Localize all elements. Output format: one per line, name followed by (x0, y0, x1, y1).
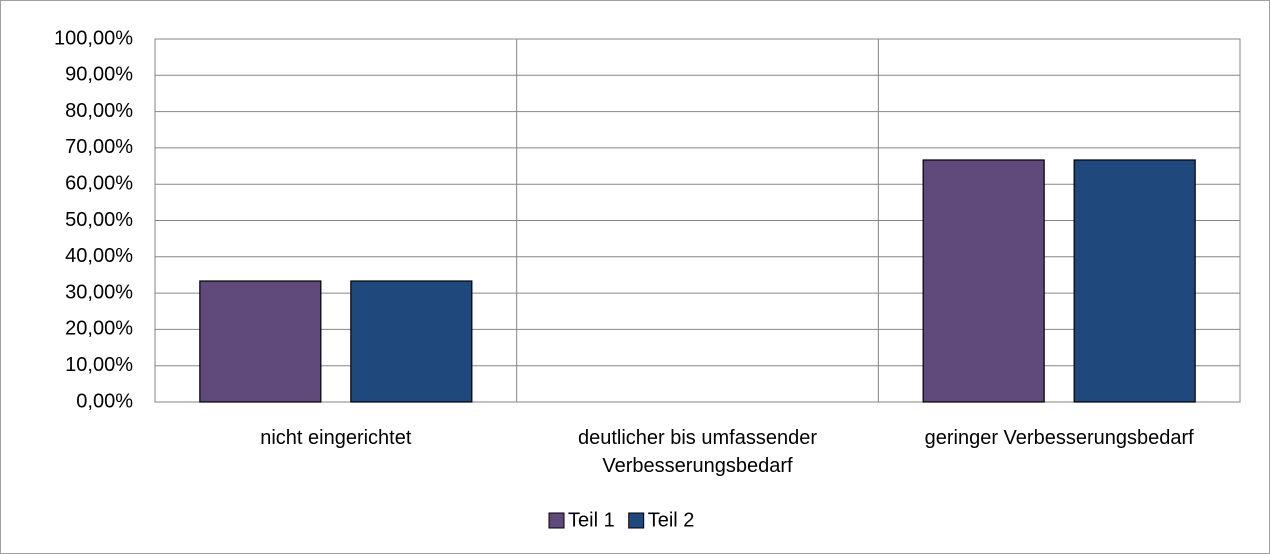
legend-swatch (628, 512, 645, 529)
bar (1073, 159, 1196, 403)
plot-border (154, 38, 1241, 403)
y-tick-label: 60,00% (65, 172, 133, 194)
y-tick-label: 30,00% (65, 281, 133, 303)
y-tick-label: 0,00% (76, 390, 133, 412)
legend-label: Teil 1 (568, 509, 615, 531)
bar (350, 280, 473, 403)
bar (199, 280, 322, 403)
x-tick-label: geringer Verbesserungsbedarf (924, 427, 1194, 449)
y-tick-label: 20,00% (65, 318, 133, 340)
bar (922, 159, 1045, 403)
y-tick-label: 80,00% (65, 100, 133, 122)
y-tick-label: 10,00% (65, 354, 133, 376)
y-tick-label: 90,00% (65, 64, 133, 86)
x-tick-label: deutlicher bis umfassender Verbesserungs… (577, 427, 817, 477)
y-tick-label: 70,00% (65, 136, 133, 158)
y-tick-label: 40,00% (65, 245, 133, 267)
y-tick-label: 50,00% (65, 209, 133, 231)
legend-swatch (548, 512, 565, 529)
y-tick-label: 100,00% (54, 27, 133, 49)
legend-label: Teil 2 (648, 509, 695, 531)
x-tick-label: nicht eingerichtet (260, 427, 412, 449)
